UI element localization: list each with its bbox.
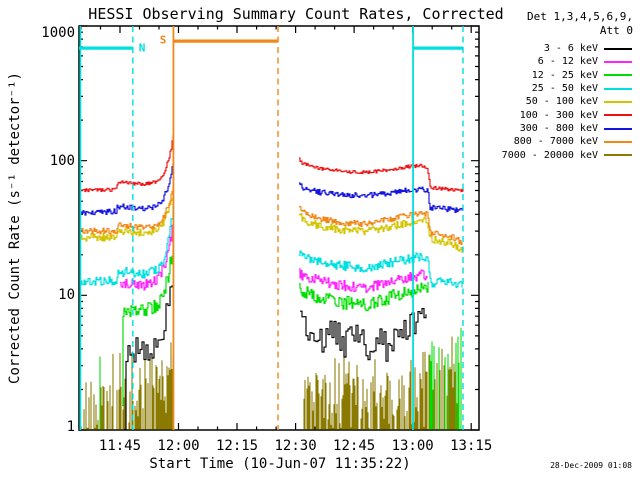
- x-tick-label: 11:45: [98, 438, 142, 454]
- x-tick-label: 12:45: [333, 438, 376, 454]
- series-olive-fill: [303, 336, 462, 430]
- legend-label: 50 - 100 keV: [525, 96, 598, 108]
- plot-creation-timestamp: 28-Dec-2009 01:08: [550, 461, 632, 470]
- x-tick-label: 12:30: [274, 438, 317, 454]
- x-tick-label: 12:15: [215, 438, 259, 454]
- y-axis-label: Corrected Count Rate (s⁻¹ detector⁻¹): [7, 72, 23, 384]
- series-magenta: [299, 268, 428, 293]
- legend-swatch-cyan: [604, 87, 632, 90]
- series-black: [300, 308, 427, 362]
- series-yellow: [80, 195, 174, 242]
- legend-swatch-orange: [604, 140, 632, 143]
- series-orange: [80, 186, 174, 235]
- series-red: [299, 157, 464, 193]
- series-cyan: [299, 250, 463, 288]
- x-tick-label: 12:00: [157, 438, 200, 454]
- x-axis-label: Start Time (10-Jun-07 11:35:22): [149, 456, 411, 472]
- legend-label: 800 - 7000 keV: [513, 136, 598, 148]
- chart-title: HESSI Observing Summary Count Rates, Cor…: [88, 5, 504, 23]
- flag-label-S: S: [159, 33, 167, 47]
- legend-label: 6 - 12 keV: [537, 56, 598, 68]
- axis-ticks: [79, 25, 479, 431]
- legend-label: 12 - 25 keV: [531, 69, 598, 81]
- legend-row: 3 - 6 keV: [466, 42, 632, 55]
- series-blue: [80, 163, 174, 216]
- legend-row: 300 - 800 keV: [466, 122, 632, 135]
- series-blue: [299, 182, 464, 213]
- plot-frame: [78, 25, 480, 431]
- legend-row: 7000 - 20000 keV: [466, 149, 632, 162]
- series-cyan: [80, 203, 174, 286]
- legend-row: 800 - 7000 keV: [466, 135, 632, 148]
- series-green: [299, 281, 429, 312]
- series-orange: [299, 205, 463, 245]
- series-magenta: [120, 224, 174, 291]
- legend-row: 12 - 25 keV: [466, 69, 632, 82]
- legend-swatch-black: [604, 47, 632, 50]
- legend-label: 300 - 800 keV: [519, 123, 598, 135]
- x-tick-label: 13:00: [391, 438, 434, 454]
- legend-swatch-yellow: [604, 100, 632, 103]
- series-yellow: [299, 213, 463, 254]
- legend-header-attenuator: Att 0: [599, 24, 633, 37]
- legend-label: 100 - 300 keV: [519, 109, 598, 121]
- legend-swatch-blue: [604, 127, 632, 130]
- y-tick-label: 10: [58, 287, 75, 304]
- series-black: [124, 285, 173, 431]
- legend-row: 6 - 12 keV: [466, 55, 632, 68]
- series-red: [80, 135, 174, 193]
- y-tick-label: 1: [66, 419, 75, 435]
- legend-swatch-red: [604, 114, 632, 117]
- y-tick-label: 1000: [41, 25, 75, 41]
- series-green: [122, 236, 174, 407]
- y-tick-label: 100: [49, 152, 75, 169]
- series-green-fill: [429, 327, 462, 430]
- legend-label: 3 - 6 keV: [543, 43, 598, 54]
- x-tick-label: 13:15: [450, 438, 493, 454]
- legend-swatch-olive: [604, 154, 632, 157]
- legend-label: 7000 - 20000 keV: [501, 149, 598, 161]
- legend-row: 100 - 300 keV: [466, 109, 632, 122]
- legend-header-detectors: Det 1,3,4,5,6,9,: [527, 10, 633, 23]
- legend-swatch-magenta: [604, 60, 632, 63]
- legend-label: 25 - 50 keV: [531, 83, 598, 95]
- legend-swatch-green: [604, 74, 632, 77]
- legend-row: 25 - 50 keV: [466, 82, 632, 95]
- legend-row: 50 - 100 keV: [466, 95, 632, 108]
- flag-label-N: N: [138, 41, 146, 55]
